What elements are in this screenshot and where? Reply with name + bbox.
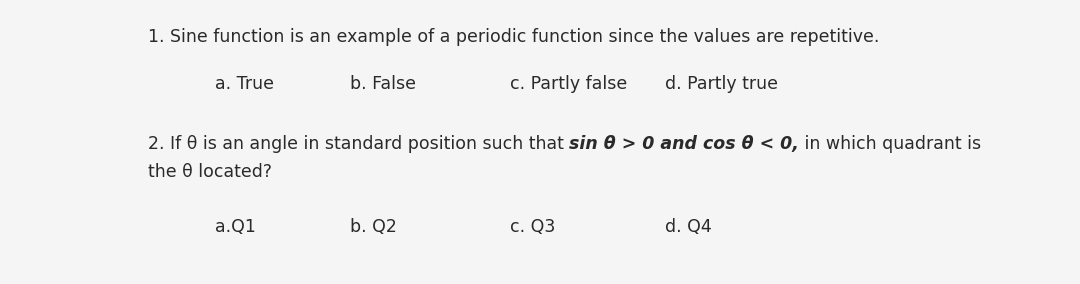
Text: a. True: a. True	[215, 75, 274, 93]
Text: d. Q4: d. Q4	[665, 218, 712, 236]
Text: b. False: b. False	[350, 75, 416, 93]
Text: 2. If θ is an angle in standard position such that: 2. If θ is an angle in standard position…	[148, 135, 569, 153]
Text: b. Q2: b. Q2	[350, 218, 396, 236]
Text: a.Q1: a.Q1	[215, 218, 256, 236]
Text: the θ located?: the θ located?	[148, 163, 272, 181]
Text: d. Partly true: d. Partly true	[665, 75, 778, 93]
Text: c. Q3: c. Q3	[510, 218, 555, 236]
Text: 1. Sine function is an example of a periodic function since the values are repet: 1. Sine function is an example of a peri…	[148, 28, 879, 46]
Text: c. Partly false: c. Partly false	[510, 75, 627, 93]
Text: in which quadrant is: in which quadrant is	[799, 135, 982, 153]
Text: sin θ > 0 and cos θ < 0,: sin θ > 0 and cos θ < 0,	[569, 135, 799, 153]
